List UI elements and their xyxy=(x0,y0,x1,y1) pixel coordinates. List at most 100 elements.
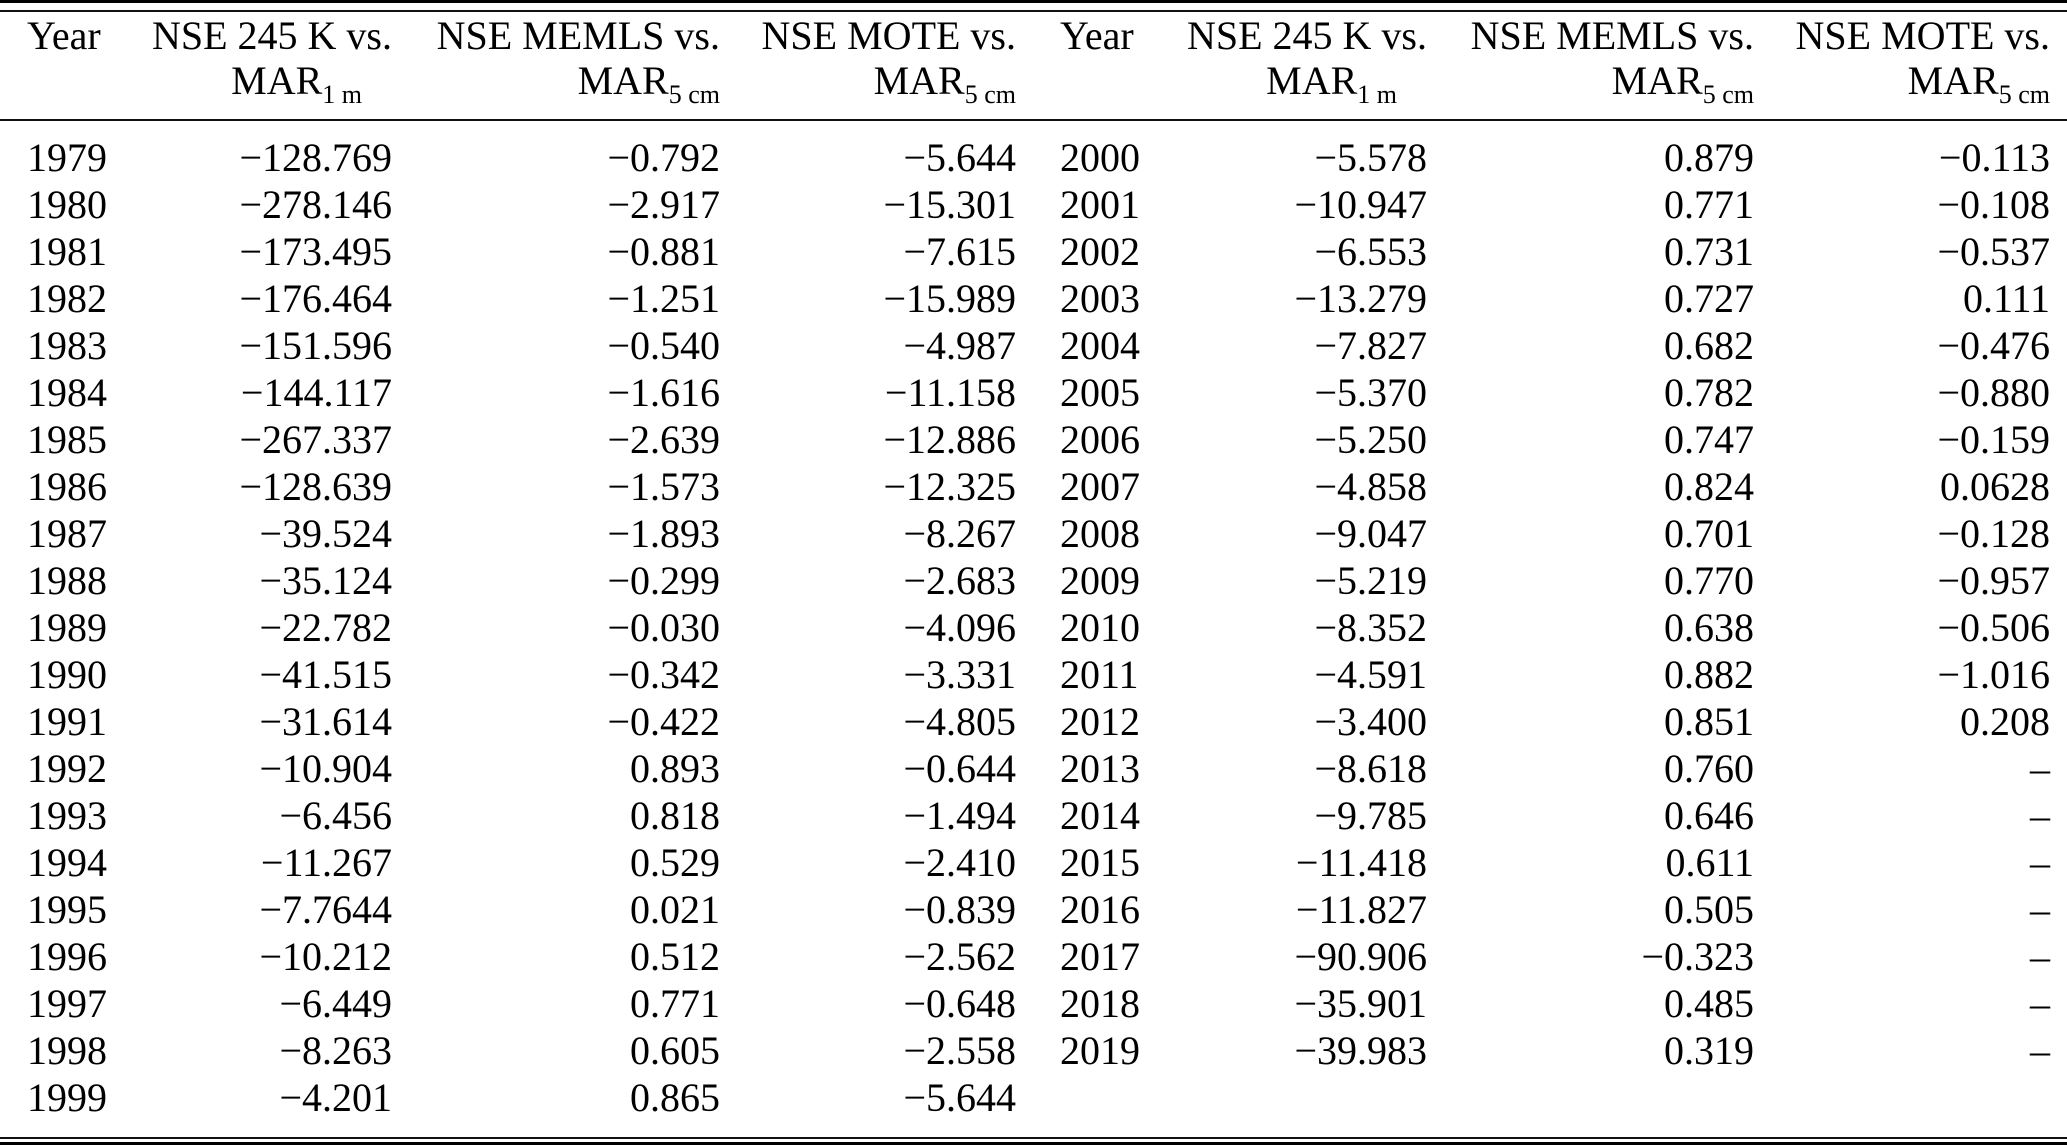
year-cell: 2009 xyxy=(1060,558,1140,603)
nse-value-cell xyxy=(1427,1074,1754,1121)
nse-value-cell: 0.760 xyxy=(1664,746,1754,791)
nse-value-cell: – xyxy=(2030,934,2050,979)
nse-value-cell: −35.901 xyxy=(1294,981,1427,1026)
nse-value-cell: −0.159 xyxy=(1937,417,2050,462)
nse-value-cell: 0.893 xyxy=(630,746,720,791)
nse-value-cell: −4.987 xyxy=(903,323,1016,368)
year-cell: 1980 xyxy=(27,182,107,227)
year-cell: 1992 xyxy=(27,746,107,791)
nse-value-cell: −0.648 xyxy=(903,981,1016,1026)
nse-value-cell: −0.506 xyxy=(1937,605,2050,650)
mar-base: MAR xyxy=(231,58,323,103)
nse-value-cell: 0.727 xyxy=(1664,276,1754,321)
nse-value-cell: −8.618 xyxy=(1314,746,1427,791)
nse-value-cell: −12.325 xyxy=(883,464,1016,509)
year-cell: 2018 xyxy=(1060,981,1140,1026)
nse-value-cell: −2.558 xyxy=(903,1028,1016,1073)
nse-value-cell: −13.279 xyxy=(1294,276,1427,321)
table-header: Year NSE 245 K vs. MAR1 m NSE MEMLS vs. … xyxy=(0,12,2067,121)
table-row: 1980 −278.146 −2.917 −15.301 2001 −10.947 0.77… xyxy=(0,181,2067,228)
nse-value-cell: −0.108 xyxy=(1937,182,2050,227)
nse-value-cell: −39.524 xyxy=(259,511,392,556)
nse-value-cell: −0.881 xyxy=(607,229,720,274)
nse-value-cell: −5.644 xyxy=(903,1075,1016,1120)
year-cell: 2019 xyxy=(1060,1028,1140,1073)
table-row: 1989 −22.782 −0.030 −4.096 2010 −8.352 0.638 −0… xyxy=(0,604,2067,651)
nse-value-cell: 0.824 xyxy=(1664,464,1754,509)
nse-value-cell: 0.319 xyxy=(1664,1028,1754,1073)
nse-value-cell: −2.683 xyxy=(903,558,1016,603)
table-top-thin-rule xyxy=(0,10,2067,12)
nse-value-cell: 0.771 xyxy=(1664,182,1754,227)
table-row: 1984 −144.117 −1.616 −11.158 2005 −5.370 0.782… xyxy=(0,369,2067,416)
nse-value-cell: 0.701 xyxy=(1664,511,1754,556)
nse-value-cell: −1.016 xyxy=(1937,652,2050,697)
year-cell: 1984 xyxy=(27,370,107,415)
nse-comparison-table: Year NSE 245 K vs. MAR1 m NSE MEMLS vs. … xyxy=(0,12,2067,1121)
nse-value-cell: 0.638 xyxy=(1664,605,1754,650)
nse-value-cell: −7.827 xyxy=(1314,323,1427,368)
year-cell: 1985 xyxy=(27,417,107,462)
header-line1: NSE 245 K vs. xyxy=(151,13,392,58)
year-cell: 1988 xyxy=(27,558,107,603)
mar-base: MAR xyxy=(1611,58,1703,103)
nse-value-cell: −278.146 xyxy=(239,182,392,227)
nse-value-cell: 0.747 xyxy=(1664,417,1754,462)
nse-value-cell: −15.301 xyxy=(883,182,1016,227)
nse-value-cell: −11.418 xyxy=(1295,840,1427,885)
nse-value-cell: −1.251 xyxy=(607,276,720,321)
nse-value-cell: −2.562 xyxy=(903,934,1016,979)
nse-value-cell: −0.299 xyxy=(607,558,720,603)
nse-value-cell: −0.880 xyxy=(1937,370,2050,415)
year-cell: 2017 xyxy=(1060,934,1140,979)
nse-value-cell: −151.596 xyxy=(239,323,392,368)
nse-value-cell: 0.512 xyxy=(630,934,720,979)
header-nse245k-left: NSE 245 K vs. MAR1 m xyxy=(110,12,392,121)
nse-value-cell: −1.494 xyxy=(903,793,1016,838)
nse-value-cell xyxy=(1754,1074,2067,1121)
table-row: 1996 −10.212 0.512 −2.562 2017 −90.906 −0.323 – xyxy=(0,933,2067,980)
table-row: 1981 −173.495 −0.881 −7.615 2002 −6.553 0.731 −… xyxy=(0,228,2067,275)
nse-value-cell: 0.0628 xyxy=(1940,464,2050,509)
nse-value-cell: −8.352 xyxy=(1314,605,1427,650)
header-line1: NSE MEMLS vs. xyxy=(436,13,720,58)
nse-value-cell: −1.573 xyxy=(607,464,720,509)
nse-value-cell: −8.267 xyxy=(903,511,1016,556)
table-bottom-thick-rule xyxy=(0,1142,2067,1145)
year-cell: 2013 xyxy=(1060,746,1140,791)
header-line2: MAR5 cm xyxy=(1427,58,1754,108)
mar-base: MAR xyxy=(577,58,669,103)
nse-value-cell: −0.422 xyxy=(607,699,720,744)
nse-value-cell: −11.158 xyxy=(884,370,1016,415)
header-line1: NSE MOTE vs. xyxy=(761,13,1016,58)
nse-value-cell: 0.529 xyxy=(630,840,720,885)
nse-value-cell: −3.400 xyxy=(1314,699,1427,744)
nse-value-cell: −128.769 xyxy=(239,135,392,180)
year-cell: 1987 xyxy=(27,511,107,556)
header-line2: MAR1 m xyxy=(1143,60,1427,108)
table-body: 1979 −128.769 −0.792 −5.644 2000 −5.578 0.879 −… xyxy=(0,120,2067,1121)
nse-value-cell: −11.267 xyxy=(260,840,392,885)
nse-value-cell: −0.839 xyxy=(903,887,1016,932)
nse-value-cell: – xyxy=(2030,793,2050,838)
nse-value-cell: −10.904 xyxy=(259,746,392,791)
nse-value-cell: – xyxy=(2030,887,2050,932)
table-row: 1992 −10.904 0.893 −0.644 2013 −8.618 0.760 – xyxy=(0,745,2067,792)
nse-value-cell: 0.818 xyxy=(630,793,720,838)
year-cell: 2012 xyxy=(1060,699,1140,744)
mar-subscript: 5 cm xyxy=(1702,80,1754,109)
table-top-thick-rule xyxy=(0,0,2067,3)
nse-value-cell: – xyxy=(2030,840,2050,885)
nse-value-cell: −1.893 xyxy=(607,511,720,556)
header-line2: MAR1 m xyxy=(110,58,392,108)
nse-value-cell: −3.331 xyxy=(903,652,1016,697)
header-line1: NSE MEMLS vs. xyxy=(1470,13,1754,58)
table-row: 1997 −6.449 0.771 −0.648 2018 −35.901 0.485 – xyxy=(0,980,2067,1027)
nse-value-cell: 0.782 xyxy=(1664,370,1754,415)
nse-value-cell: −173.495 xyxy=(239,229,392,274)
nse-value-cell: −4.858 xyxy=(1314,464,1427,509)
table-row: 1983 −151.596 −0.540 −4.987 2004 −7.827 0.682 −… xyxy=(0,322,2067,369)
nse-value-cell: −4.096 xyxy=(903,605,1016,650)
year-cell: 2016 xyxy=(1060,887,1140,932)
header-year-right: Year xyxy=(1016,12,1143,121)
